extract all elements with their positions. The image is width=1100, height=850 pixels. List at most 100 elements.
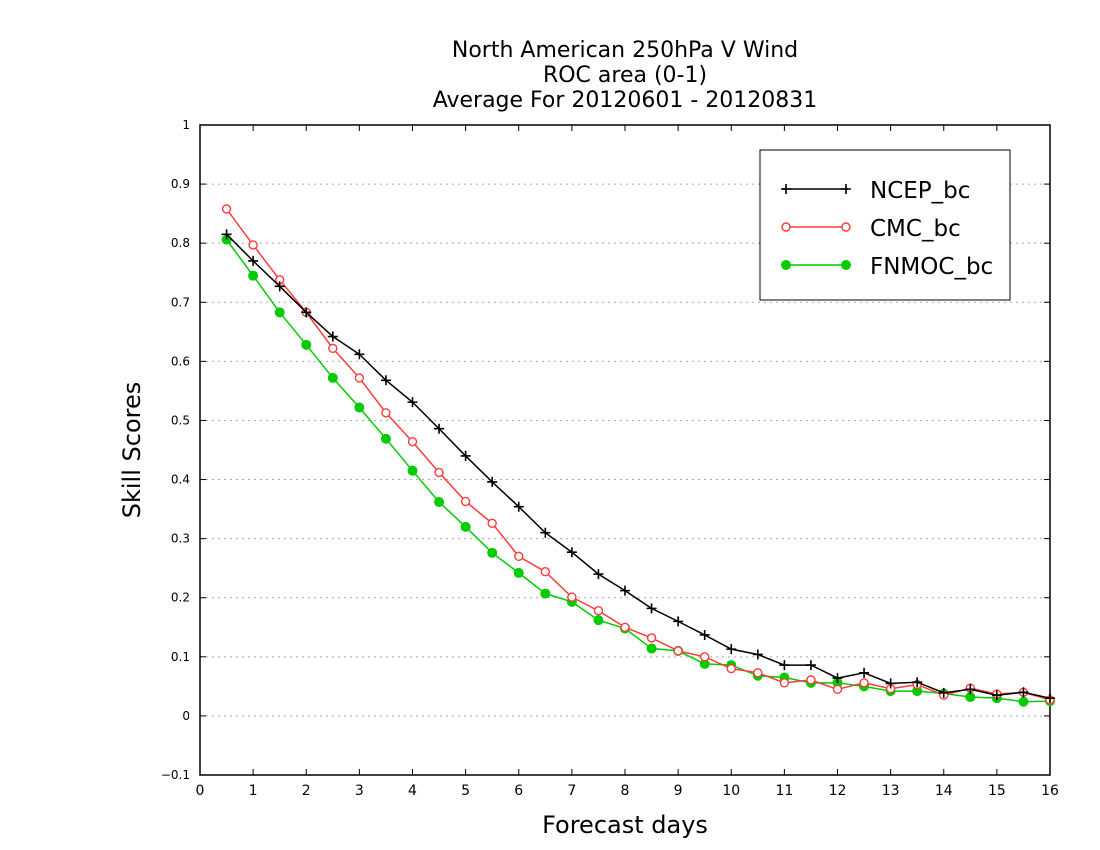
y-tick-label: 0.8 [171, 236, 190, 250]
data-point-fnmoc-bc [513, 567, 524, 578]
data-point-ncep-bc [859, 667, 870, 678]
data-point-ncep-bc [248, 255, 259, 266]
data-point-ncep-bc [699, 629, 710, 640]
data-point-cmc-bc [567, 592, 577, 602]
x-tick-label: 15 [988, 783, 1006, 799]
y-tick-label: 0.4 [171, 473, 190, 487]
x-tick-label: 16 [1041, 783, 1059, 799]
data-point-fnmoc-bc [593, 615, 604, 626]
series-line-ncep-bc [226, 233, 1051, 699]
data-point-ncep-bc [673, 616, 684, 627]
data-point-ncep-bc [620, 585, 630, 596]
data-point-ncep-bc [938, 687, 949, 698]
y-tick-label: −0.1 [161, 768, 190, 782]
data-point-cmc-bc [460, 496, 471, 507]
data-point-fnmoc-bc [487, 547, 498, 558]
legend-marker-cmc-bc [841, 222, 851, 232]
legend: NCEP_bc CMC_bc FNMOC_bc [759, 149, 1011, 301]
data-point-fnmoc-bc [540, 588, 551, 599]
x-tick-label: 7 [567, 783, 576, 799]
data-point-ncep-bc [434, 423, 445, 434]
series-ncep-bc [221, 229, 1055, 704]
data-point-ncep-bc [460, 450, 471, 461]
data-point-cmc-bc [620, 622, 630, 632]
x-tick-label: 9 [674, 783, 683, 799]
x-tick-label: 2 [302, 783, 311, 799]
data-point-fnmoc-bc [327, 372, 338, 383]
legend-marker-cmc-bc [781, 222, 791, 232]
y-tick-label: 0.5 [171, 413, 190, 427]
data-point-cmc-bc [699, 652, 710, 662]
legend-label-fnmoc-bc: FNMOC_bc [870, 254, 993, 280]
y-tick-label: 1 [182, 118, 190, 132]
data-point-fnmoc-bc [1018, 696, 1029, 707]
data-point-cmc-bc [806, 675, 816, 685]
x-tick-label: 5 [461, 783, 470, 799]
data-point-cmc-bc [487, 518, 497, 528]
data-point-ncep-bc [513, 501, 524, 512]
legend-label-ncep-bc: NCEP_bc [870, 178, 970, 204]
data-point-ncep-bc [991, 690, 1002, 701]
chart-title: North American 250hPa V Wind [451, 38, 799, 63]
data-point-ncep-bc [752, 649, 763, 660]
data-point-ncep-bc [221, 229, 232, 240]
y-tick-label: 0.1 [171, 650, 190, 664]
data-point-ncep-bc [965, 684, 976, 695]
data-point-ncep-bc [566, 547, 577, 558]
x-axis-label: Forecast days [542, 811, 708, 839]
data-point-cmc-bc [779, 678, 790, 688]
data-point-ncep-bc [805, 660, 816, 671]
data-point-fnmoc-bc [301, 339, 312, 350]
data-point-cmc-bc [726, 663, 736, 674]
legend-marker-fnmoc-bc [841, 260, 851, 270]
data-point-ncep-bc [832, 673, 843, 684]
data-point-fnmoc-bc [354, 402, 365, 413]
y-tick-label: 0.9 [171, 177, 190, 191]
data-point-ncep-bc [327, 331, 338, 342]
data-point-ncep-bc [540, 527, 551, 538]
y-tick-label: 0.3 [171, 532, 190, 546]
legend-marker-ncep-bc [781, 184, 791, 194]
x-tick-label: 11 [775, 783, 793, 799]
data-point-ncep-bc [487, 476, 498, 487]
data-point-ncep-bc [646, 603, 657, 614]
data-point-cmc-bc [514, 551, 524, 562]
data-point-ncep-bc [274, 281, 285, 292]
data-point-fnmoc-bc [460, 521, 471, 532]
legend-marker-fnmoc-bc [781, 260, 791, 270]
y-tick-label: 0.6 [171, 354, 190, 368]
legend-marker-ncep-bc [841, 184, 851, 194]
x-tick-label: 6 [514, 783, 523, 799]
legend-box [759, 149, 1011, 301]
data-point-fnmoc-bc [380, 433, 391, 444]
axis-ticks: −0.100.10.20.30.40.50.60.70.80.910 1 2 3 4 5 6… [161, 118, 1059, 799]
x-tick-label: 14 [935, 783, 953, 799]
chart-date-range: Average For 20120601 - 20120831 [432, 88, 818, 113]
x-tick-label: 8 [621, 783, 630, 799]
data-point-fnmoc-bc [646, 643, 657, 654]
data-point-cmc-bc [646, 633, 657, 643]
data-point-cmc-bc [248, 240, 258, 250]
data-point-cmc-bc [328, 343, 338, 354]
data-point-ncep-bc [1045, 693, 1055, 704]
x-tick-label: 0 [196, 783, 205, 799]
data-point-cmc-bc [753, 668, 763, 678]
legend-label-cmc-bc: CMC_bc [870, 216, 961, 242]
data-point-ncep-bc [380, 375, 391, 386]
x-tick-label: 12 [829, 783, 847, 799]
y-tick-label: 0 [182, 709, 190, 723]
data-point-cmc-bc [381, 408, 391, 418]
data-point-ncep-bc [354, 349, 365, 360]
series-layer [221, 204, 1055, 707]
data-point-ncep-bc [593, 569, 604, 580]
data-point-cmc-bc [673, 646, 683, 656]
data-point-cmc-bc [221, 204, 232, 214]
data-point-ncep-bc [779, 660, 790, 671]
data-point-ncep-bc [407, 397, 418, 408]
data-point-ncep-bc [1018, 687, 1029, 698]
x-tick-label: 3 [355, 783, 364, 799]
data-point-fnmoc-bc [407, 465, 418, 476]
y-tick-label: 0.7 [171, 295, 190, 309]
y-tick-label: 0.2 [171, 591, 190, 605]
